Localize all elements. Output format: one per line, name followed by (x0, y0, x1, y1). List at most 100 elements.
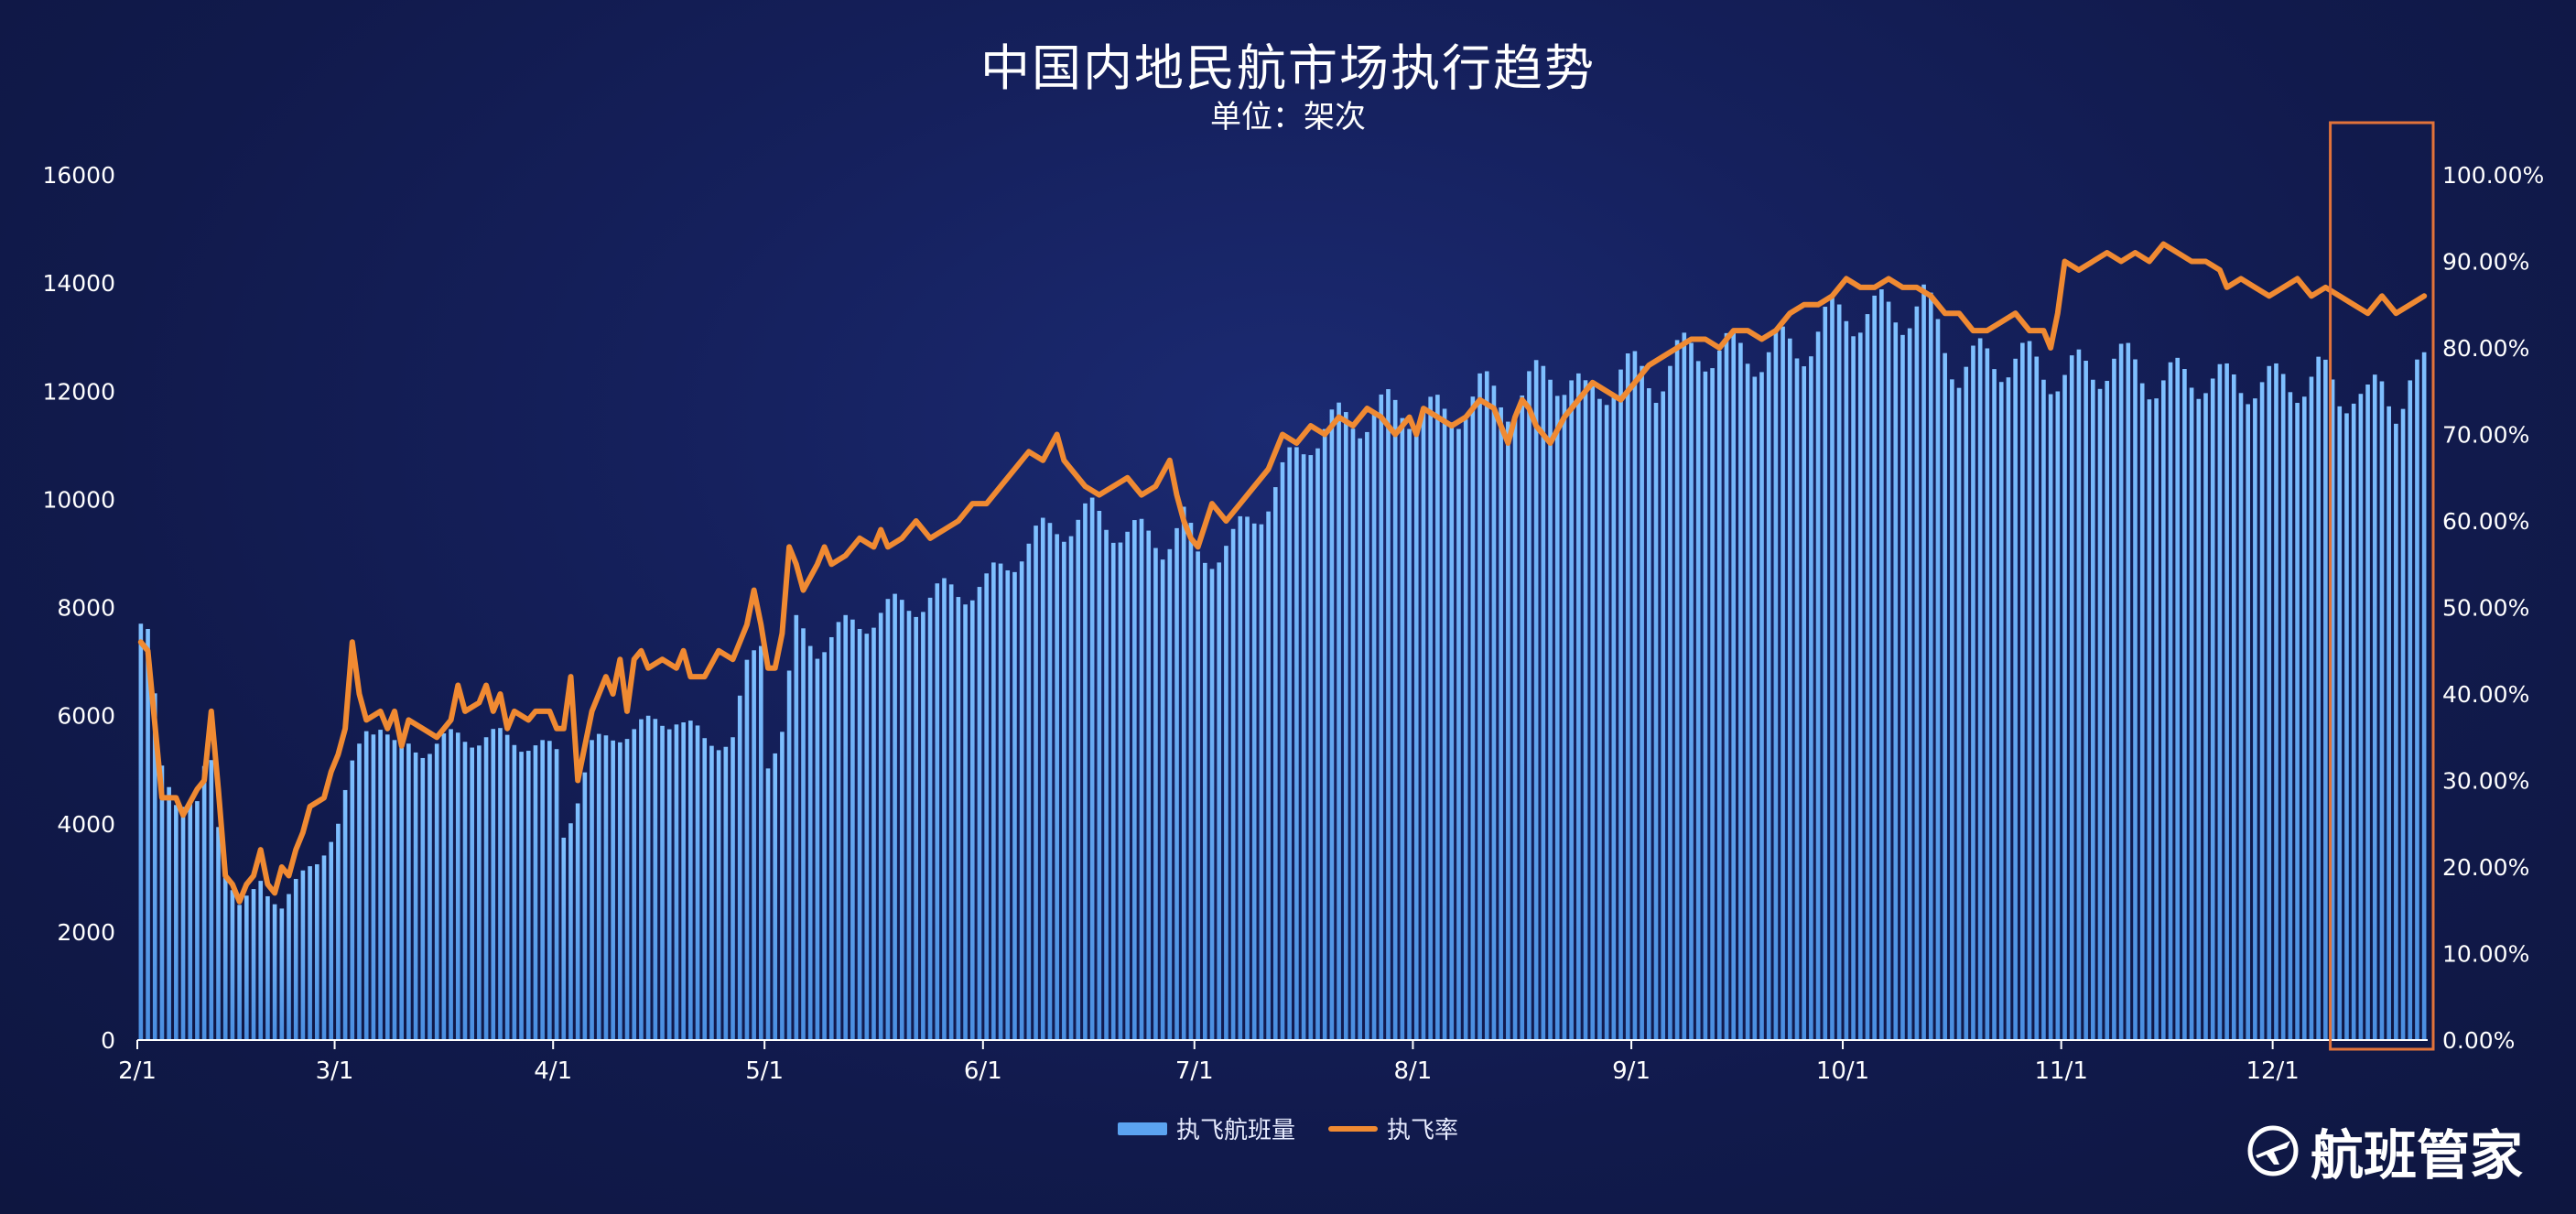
bar (1470, 396, 1476, 1040)
bar (2415, 359, 2419, 1040)
bar (1998, 382, 2004, 1041)
bar (1541, 365, 1546, 1040)
bar (1632, 351, 1638, 1040)
bar (1562, 395, 1567, 1041)
bar (470, 747, 474, 1040)
bar (2344, 413, 2349, 1040)
bar (1914, 306, 1920, 1041)
bar (258, 881, 264, 1040)
bar (2400, 408, 2406, 1040)
bar (1181, 506, 1186, 1040)
bar (1329, 409, 1335, 1040)
bar (603, 735, 609, 1040)
bar (1576, 373, 1581, 1040)
bar (1400, 417, 1405, 1040)
bar (1230, 528, 1236, 1040)
bar (1132, 520, 1137, 1040)
bar (1950, 379, 1954, 1041)
bar (1280, 461, 1285, 1040)
bar (1640, 365, 1644, 1040)
bar (836, 622, 841, 1040)
bar (843, 614, 849, 1040)
bar (1943, 352, 1947, 1040)
bar (2062, 374, 2067, 1040)
bar (315, 864, 319, 1040)
bar (759, 645, 763, 1040)
legend-item-line[interactable]: 执飞率 (1328, 1111, 1458, 1145)
bar (702, 738, 708, 1040)
y-right-tick-label: 100.00% (2442, 162, 2544, 189)
bar (2351, 403, 2356, 1040)
bar (2358, 394, 2364, 1040)
bar (1809, 356, 1813, 1040)
bar (850, 619, 855, 1040)
bar (1034, 526, 1038, 1040)
bar (731, 737, 735, 1040)
bar (1512, 419, 1518, 1040)
legend-label-bars: 执飞航班量 (1175, 1117, 1295, 1144)
bar (554, 749, 559, 1040)
bar (1110, 542, 1116, 1040)
bar (188, 804, 193, 1040)
bar (2379, 381, 2385, 1040)
legend-item-bars[interactable]: 执飞航班量 (1117, 1111, 1295, 1145)
bar (2421, 352, 2427, 1040)
bar (815, 658, 820, 1040)
bar (1499, 406, 1503, 1040)
legend-label-line: 执飞率 (1387, 1117, 1459, 1144)
bar (582, 772, 588, 1040)
y-left-tick-label: 6000 (57, 703, 115, 730)
bar (1153, 547, 1158, 1040)
bar (1203, 562, 1207, 1040)
bar (1773, 331, 1779, 1040)
bar (2105, 381, 2110, 1040)
bar (1209, 569, 1215, 1040)
bar (1386, 389, 1391, 1040)
bar (645, 715, 651, 1040)
bar (2394, 423, 2398, 1041)
bar (279, 908, 285, 1040)
bar (2189, 387, 2194, 1041)
bar (2196, 398, 2202, 1040)
bar (1463, 419, 1468, 1040)
bar (1787, 338, 1792, 1041)
bar (251, 889, 256, 1040)
bar (434, 743, 439, 1040)
bar (1893, 322, 1899, 1041)
bar (342, 789, 348, 1040)
bar (1907, 328, 1912, 1040)
bar (878, 612, 883, 1040)
bar (371, 734, 376, 1040)
bar (1844, 320, 1849, 1040)
bar (308, 866, 312, 1040)
bar (2118, 343, 2124, 1040)
bar (237, 905, 242, 1040)
bar (1188, 523, 1194, 1040)
bar (2013, 358, 2018, 1040)
bar (2280, 374, 2286, 1040)
bar (1886, 301, 1891, 1040)
x-tick-label: 7/1 (1175, 1057, 1214, 1085)
bar (449, 729, 453, 1040)
bar (1872, 295, 1877, 1040)
bar (984, 573, 989, 1040)
bar (1167, 548, 1173, 1040)
bar (998, 563, 1003, 1040)
bar (300, 870, 306, 1040)
bar (265, 895, 270, 1040)
bar (1125, 531, 1130, 1040)
bar (618, 742, 622, 1040)
bar (384, 734, 390, 1040)
bar (1689, 342, 1694, 1040)
bar (547, 741, 552, 1040)
line-series (137, 241, 2428, 905)
bar (1026, 543, 1032, 1040)
bar (2288, 392, 2293, 1040)
bar (991, 562, 996, 1040)
bar (1019, 561, 1024, 1040)
bar (681, 722, 686, 1040)
execution-rate-line (137, 241, 2428, 905)
bar (1956, 387, 1962, 1040)
bar (1160, 559, 1165, 1040)
